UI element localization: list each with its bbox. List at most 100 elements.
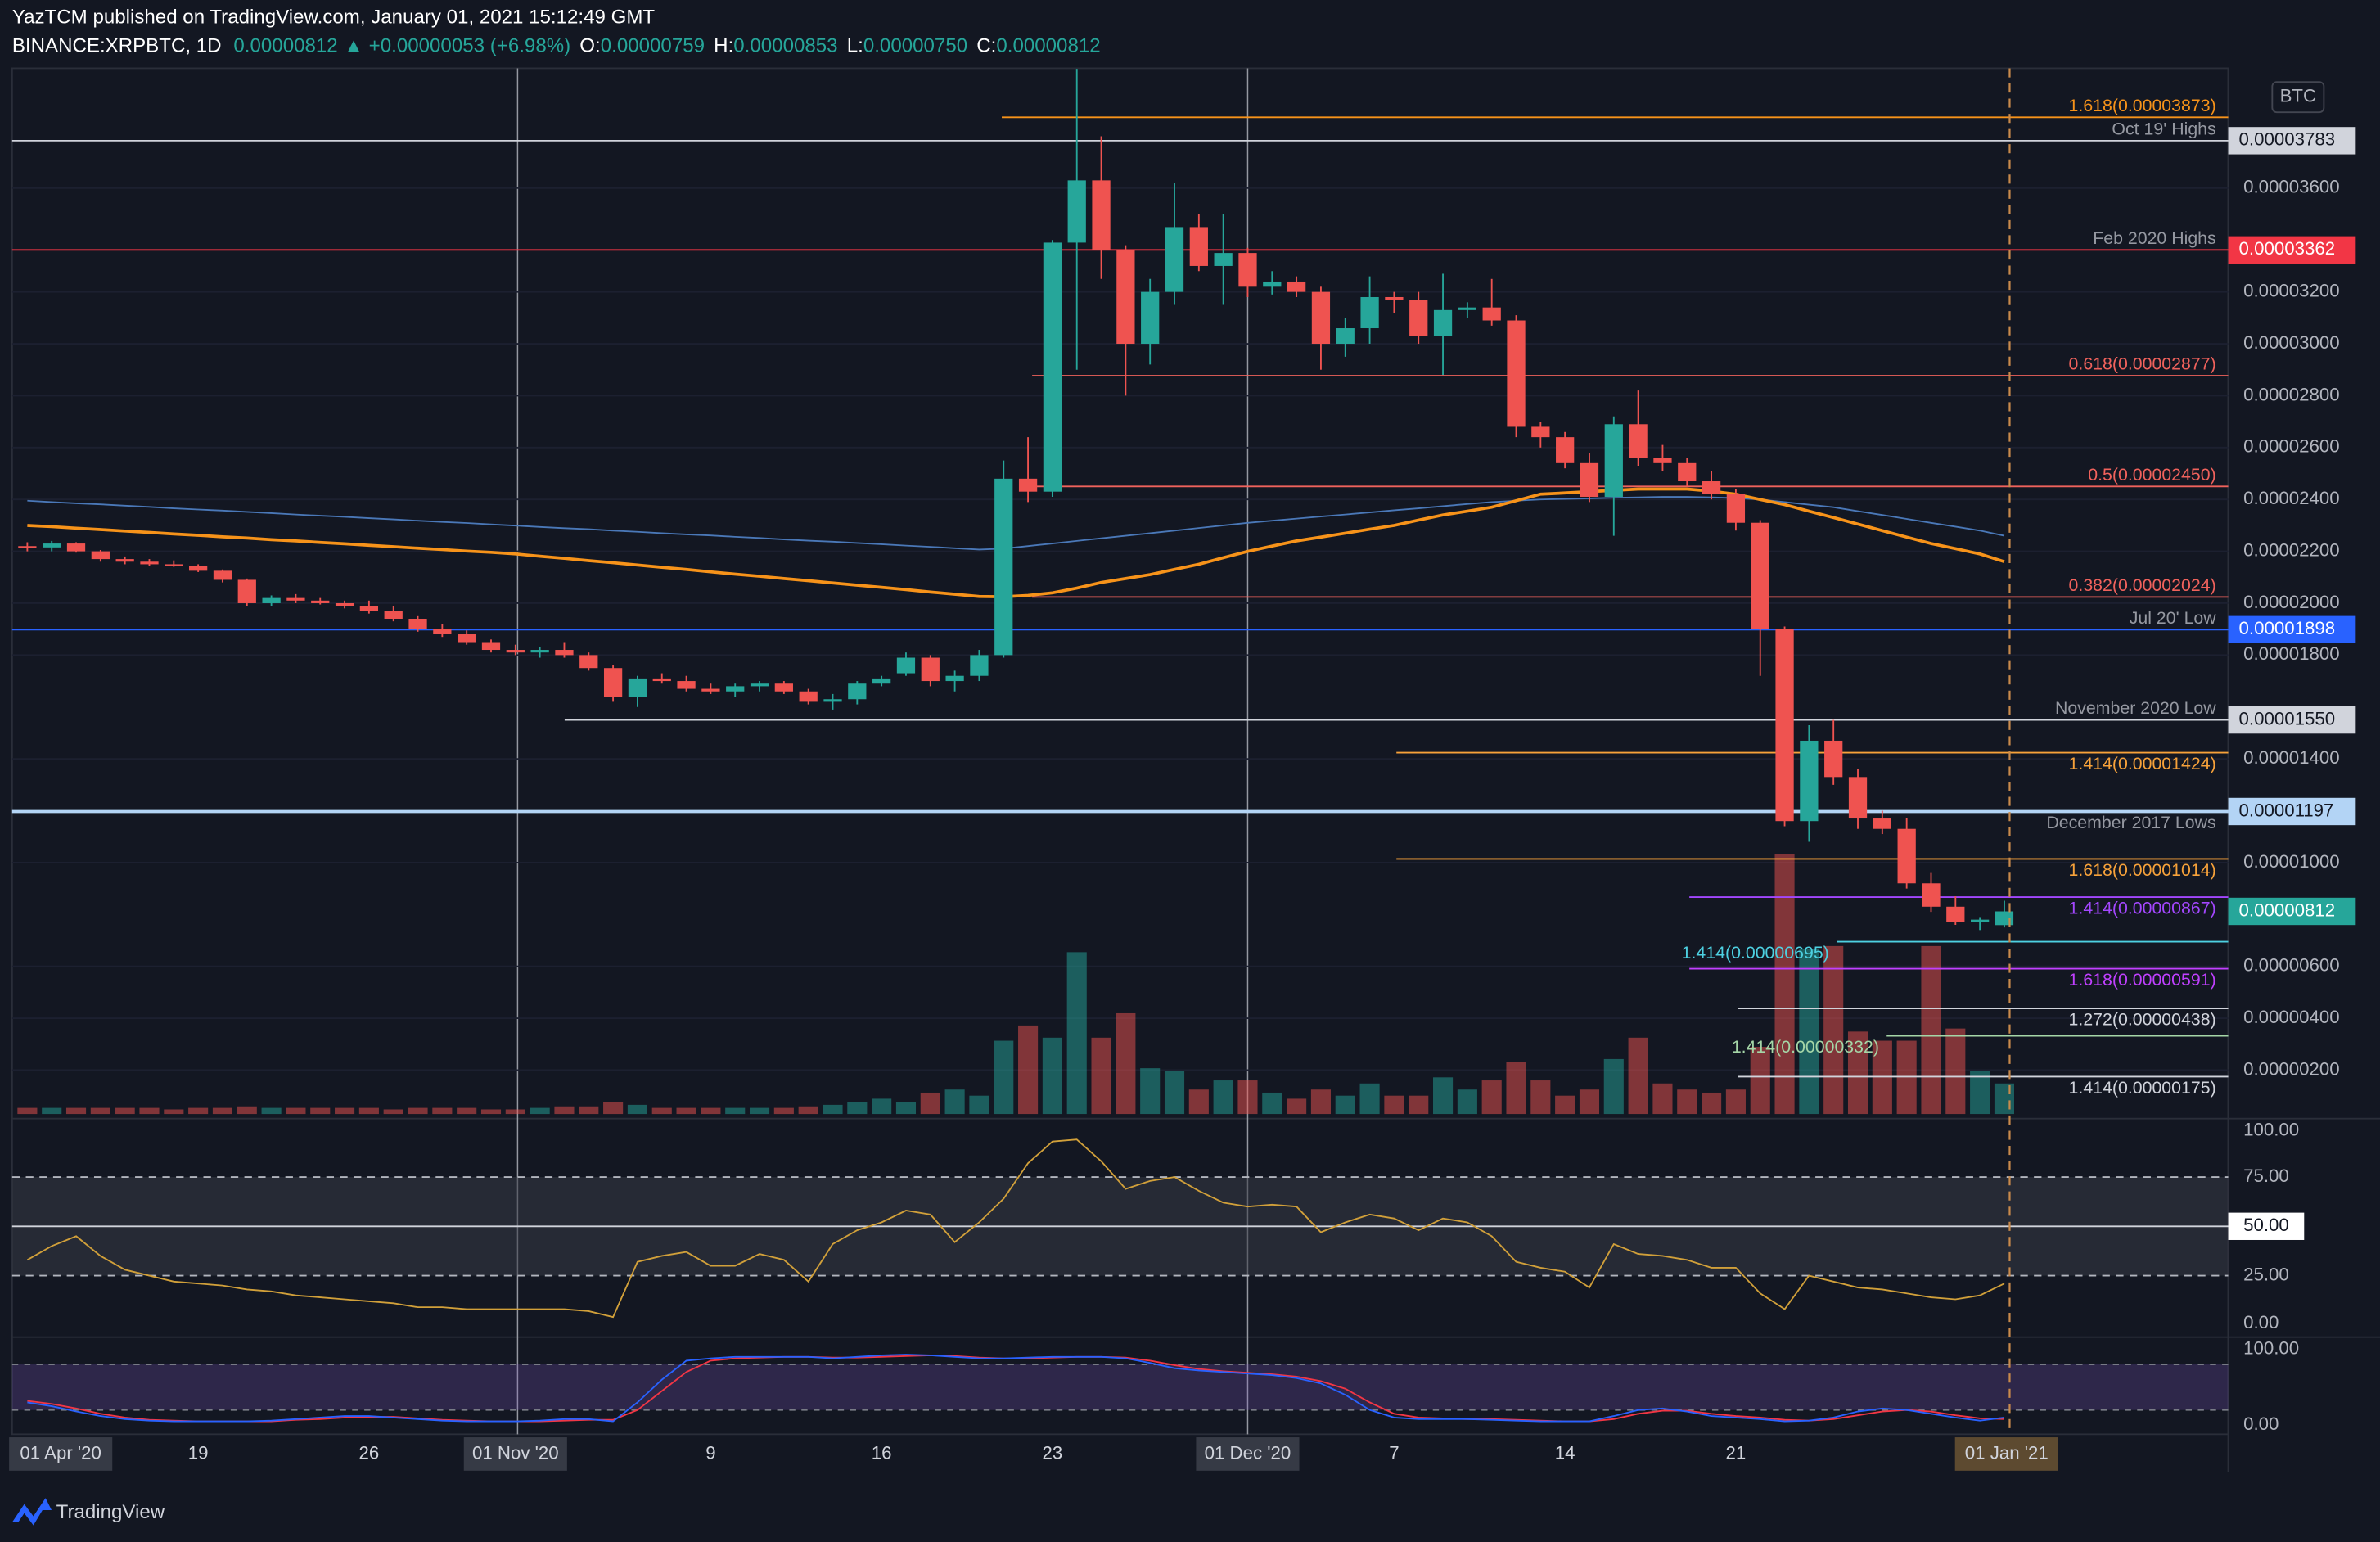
candle-body: [91, 551, 110, 560]
volume-bar: [1677, 1089, 1697, 1115]
candle-body: [18, 546, 37, 548]
candle-body: [1775, 629, 1794, 822]
volume-bar: [432, 1107, 453, 1115]
volume-bar: [1530, 1080, 1551, 1115]
last: 0.00000812: [233, 35, 337, 57]
candle-body: [823, 699, 842, 702]
candle-body: [1336, 328, 1355, 345]
volume-bar: [895, 1102, 917, 1115]
volume-bar: [1384, 1095, 1404, 1115]
y-tick-label: 0.00000600: [2243, 955, 2340, 976]
candle-body: [1848, 777, 1868, 819]
candle-body: [921, 657, 940, 682]
candle-body: [1604, 424, 1623, 498]
stoch-band: [11, 1364, 2229, 1410]
volume-bar: [969, 1095, 989, 1115]
volume-bar: [408, 1107, 428, 1115]
candle-body: [970, 655, 989, 676]
candle-body: [1067, 180, 1086, 243]
x-tick-label: 01 Nov '20: [472, 1442, 559, 1463]
candle-body: [603, 668, 623, 697]
level-label: 1.414(0.00000175): [2069, 1078, 2216, 1098]
candle-body: [506, 650, 525, 653]
candle-body: [1556, 437, 1575, 463]
volume-bar: [1359, 1083, 1380, 1115]
volume-bar: [1603, 1058, 1624, 1115]
volume-bar: [1310, 1089, 1331, 1115]
level-label: 1.618(0.00003873): [2069, 96, 2216, 115]
level-label: Oct 19' Highs: [2112, 119, 2215, 139]
candle-body: [237, 579, 256, 603]
candle-body: [1116, 250, 1135, 345]
candle-body: [458, 634, 476, 642]
x-tick-label: 9: [705, 1442, 715, 1463]
y-tick-label: 0.00002800: [2243, 384, 2340, 404]
l: 0.00000750: [863, 35, 967, 57]
candle-body: [66, 543, 86, 552]
price-box-label: 0.00001898: [2239, 618, 2336, 638]
volume-bar: [676, 1107, 696, 1115]
volume-bar: [1091, 1037, 1111, 1115]
volume-bar: [1994, 1083, 2015, 1115]
y-tick-label: 0.00001800: [2243, 643, 2340, 664]
level-label: December 2017 Lows: [2046, 813, 2215, 832]
logo: [11, 1498, 52, 1526]
candle-body: [1751, 522, 1769, 629]
level-label: 1.618(0.00000591): [2069, 970, 2216, 990]
rsi-tick-label: 50.00: [2243, 1215, 2289, 1235]
x-tick-label: 01 Dec '20: [1205, 1442, 1291, 1463]
candle-body: [1995, 911, 2014, 926]
level-label: 1.414(0.00001424): [2069, 754, 2216, 773]
h-label: H:: [714, 35, 733, 57]
rsi-tick-label: 100.00: [2243, 1119, 2299, 1139]
volume-bar: [1921, 945, 1941, 1115]
symbol: BINANCE:XRPBTC, 1D: [12, 35, 222, 57]
volume-bar: [261, 1107, 282, 1115]
volume-bar: [872, 1098, 892, 1115]
candle-body: [1409, 300, 1428, 336]
volume-bar: [530, 1107, 550, 1115]
volume-bar: [1066, 952, 1087, 1115]
y-tick-label: 0.00000400: [2243, 1007, 2340, 1027]
candle-body: [1922, 883, 1941, 907]
candle-body: [189, 566, 208, 571]
volume-bar: [749, 1107, 770, 1115]
volume-bar: [188, 1107, 209, 1115]
candle-body: [750, 683, 769, 687]
volume-bar: [1750, 1047, 1770, 1115]
x-tick-label: 7: [1389, 1442, 1399, 1463]
ma-fast: [27, 487, 2005, 598]
volume-bar: [944, 1089, 965, 1115]
volume-bar: [920, 1092, 940, 1115]
volume-bar: [42, 1107, 62, 1115]
volume-bar: [1018, 1025, 1039, 1115]
y-tick-label: 0.00002400: [2243, 488, 2340, 508]
time-box: [9, 1437, 113, 1471]
volume-bar: [139, 1107, 160, 1115]
rsi-tick-label: 0.00: [2243, 1312, 2279, 1332]
candle-body: [1385, 296, 1404, 300]
volume-bar: [1116, 1012, 1136, 1115]
symbol-line: BINANCE:XRPBTC, 1D 0.00000812 ▲ +0.0000005…: [12, 35, 1101, 57]
y-tick-label: 0.00002600: [2243, 436, 2340, 457]
candle-body: [1092, 180, 1111, 250]
time-box: [463, 1437, 567, 1471]
volume-bar: [1432, 1077, 1454, 1115]
plot: 0.00003600 0.00003200 0.00003000 0.00002800…: [9, 69, 2356, 1471]
brand: TradingView: [56, 1501, 165, 1523]
logo-mark: [11, 1498, 52, 1526]
candle-body: [384, 611, 403, 619]
rsi-tick-label: 75.00: [2243, 1166, 2289, 1186]
volume-bar: [701, 1107, 721, 1115]
volume-bar: [237, 1106, 257, 1115]
candle-body: [1287, 281, 1306, 292]
candle-body: [774, 683, 793, 692]
candle-body: [1043, 242, 1062, 492]
y-tick-label: 0.00000200: [2243, 1058, 2340, 1079]
level-label: November 2020 Low: [2055, 698, 2216, 718]
price-box: [2228, 127, 2356, 155]
price-box: [2228, 236, 2356, 264]
candle-body: [43, 543, 61, 548]
candle-body: [726, 686, 745, 692]
l-label: L:: [847, 35, 863, 57]
